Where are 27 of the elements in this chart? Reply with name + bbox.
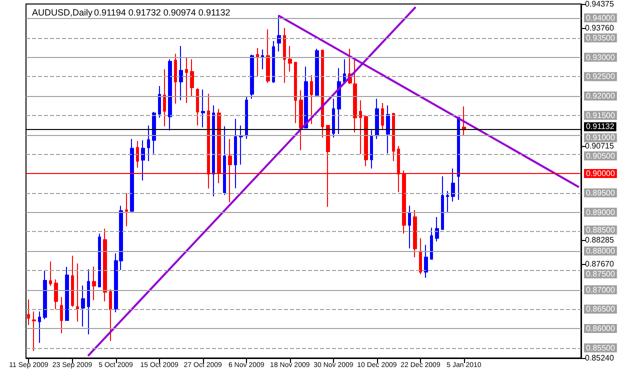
chart-title: AUDUSD,Daily	[32, 8, 94, 18]
ref-line-label: 0.93000	[586, 52, 616, 62]
ref-line-label: 0.88500	[586, 226, 616, 234]
ref-line-label: 0.85500	[586, 343, 616, 352]
y-tick-label: 0.94375	[585, 0, 614, 8]
y-tick-label: 0.87670	[585, 259, 614, 268]
y-tick-label: 0.88285	[585, 236, 614, 244]
ref-line-label: 0.92000	[586, 92, 616, 101]
ref-line-label: 0.91132	[586, 122, 615, 132]
ref-line-label: 0.87000	[586, 285, 616, 294]
y-tick-label: 0.85240	[585, 354, 614, 362]
annotation: 0.91194 0.91732 0.90974 0.91132	[94, 8, 230, 18]
ref-line-label: 0.86500	[586, 304, 616, 314]
ref-line-label: 0.90500	[586, 151, 616, 160]
y-tick-label: 0.90715	[585, 141, 614, 150]
ref-line-label: 0.89500	[586, 188, 616, 198]
ref-line-label: 0.88000	[586, 246, 616, 256]
ref-line-label: 0.90000	[586, 169, 616, 178]
ref-line-label: 0.86000	[586, 324, 616, 334]
y-tick-label: 0.93760	[585, 23, 614, 32]
ref-line-label: 0.89000	[586, 208, 616, 217]
ref-line-label: 0.91500	[586, 110, 616, 120]
ref-line-label: 0.91000	[586, 133, 616, 142]
ref-line-label: 0.93500	[586, 33, 616, 42]
ref-line-label: 0.92500	[586, 72, 616, 82]
ref-line-label: 0.94000	[586, 13, 616, 22]
ref-line-label: 0.87500	[586, 269, 616, 278]
